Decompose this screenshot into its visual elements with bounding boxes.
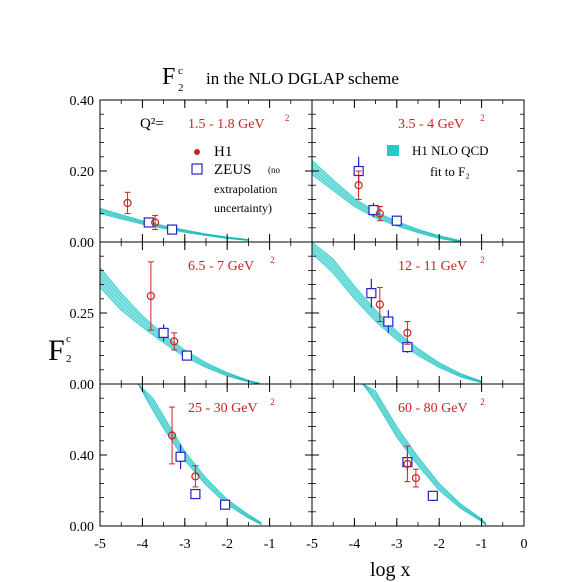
- q2-range-label-sup: 2: [270, 255, 275, 265]
- h1-point: [167, 431, 177, 440]
- qcd-fit-band-line: [312, 250, 482, 383]
- qcd-fit-band-line: [100, 272, 260, 384]
- qcd-fit-band-line: [312, 167, 461, 242]
- legend-fit: H1 NLO QCD fit to F₂: [387, 143, 489, 179]
- title-main: F: [162, 64, 175, 90]
- h1-point: [170, 337, 179, 346]
- x-tick-label: -2: [221, 537, 233, 552]
- legend-zeus-note-1: (no: [268, 165, 280, 175]
- title-sub: 2: [178, 82, 184, 94]
- panels: 0.000.200.401.5 - 1.8 GeV 2 3.5 - 4 GeV 20.…: [70, 94, 528, 552]
- y-tick-label: 0.00: [70, 520, 95, 535]
- x-tick-label: -4: [137, 537, 149, 552]
- y-axis-label: F c 2: [48, 333, 72, 367]
- title-sup: c: [178, 65, 183, 77]
- q2-range-label: 3.5 - 4 GeV: [398, 117, 464, 132]
- zeus-point: [143, 217, 154, 228]
- zeus-point: [366, 288, 377, 299]
- qcd-fit-band-line: [362, 384, 486, 525]
- y-tick-label: 0.00: [70, 378, 95, 393]
- q2-range-label: 60 - 80 GeV: [398, 401, 468, 416]
- q2-range-label: 25 - 30 GeV: [188, 401, 258, 416]
- qcd-fit-band: [100, 266, 260, 384]
- legend-fit-line2: fit to F₂: [430, 164, 470, 179]
- zeus-point: [158, 327, 169, 338]
- legend-zeus-note-3: uncertainty): [214, 201, 272, 215]
- legend-h1-marker: [194, 149, 200, 155]
- panel-p5: 0.00 0.40 -5 -4 -3 -2 -1 25 - 30 GeV 2: [70, 383, 313, 552]
- panel-p3: 0.00 0.25 6.5 - 7 GeV 2: [70, 241, 313, 393]
- legend-fit-swatch: [387, 145, 399, 156]
- ylabel-sup: c: [66, 333, 71, 345]
- x-tick-label: -5: [94, 537, 106, 552]
- panel-p4: 12 - 11 GeV 2: [311, 241, 525, 385]
- q2-range-label-sup: 2: [480, 255, 485, 265]
- legend: Q²= H1 ZEUS (no extrapolation uncertaint…: [140, 116, 489, 215]
- h1-point: [375, 209, 384, 218]
- h1-point: [354, 181, 363, 190]
- x-axis-label: log x: [370, 559, 411, 581]
- q2-range-label: 12 - 11 GeV: [398, 259, 467, 274]
- zeus-point: [383, 316, 394, 327]
- q2-range-label: 1.5 - 1.8 GeV: [188, 117, 265, 132]
- h1-point: [123, 198, 132, 208]
- q2-range-label: 6.5 - 7 GeV: [188, 259, 254, 274]
- x-tick-label: -1: [264, 537, 276, 552]
- x-tick-label: -4: [349, 537, 361, 552]
- q2-range-label-sup: 2: [480, 397, 485, 407]
- h1-point: [191, 472, 200, 481]
- y-tick-label: 0.40: [70, 94, 95, 109]
- qcd-fit-band-line: [100, 277, 260, 384]
- chart-title: F c 2 in the NLO DGLAP scheme: [162, 64, 399, 94]
- q2-range-label-sup: 2: [480, 113, 485, 123]
- y-tick-label: 0.00: [70, 236, 95, 251]
- title-rest: in the NLO DGLAP scheme: [206, 69, 399, 88]
- y-tick-label: 0.25: [70, 307, 95, 322]
- legend-fit-line1: H1 NLO QCD: [412, 143, 489, 158]
- legend-h1-text: H1: [214, 144, 232, 160]
- qcd-fit-band-line: [362, 384, 486, 524]
- q2-range-label-sup: 2: [270, 397, 275, 407]
- zeus-point: [175, 451, 186, 462]
- x-tick-label: -2: [433, 537, 445, 552]
- x-tick-label: -5: [306, 537, 318, 552]
- legend-zeus-note-2: extrapolation: [214, 182, 277, 196]
- zeus-point: [166, 224, 178, 235]
- zeus-point: [427, 490, 438, 501]
- qcd-fit-band-line: [312, 163, 461, 242]
- y-tick-label: 0.20: [70, 165, 95, 180]
- legend-q2-label: Q²=: [140, 116, 164, 132]
- h1-point: [403, 459, 412, 468]
- x-tick-label: -3: [391, 537, 403, 552]
- y-tick-label: 0.40: [70, 449, 95, 464]
- qcd-fit-band-line: [362, 384, 486, 525]
- zeus-point: [391, 215, 402, 226]
- zeus-point: [181, 350, 193, 361]
- q2-range-label-sup: 2: [285, 113, 290, 123]
- legend-zeus-text: ZEUS: [214, 162, 252, 178]
- x-tick-label: -1: [476, 537, 488, 552]
- legend-zeus: ZEUS (no extrapolation uncertainty): [191, 162, 280, 215]
- h1-point: [146, 291, 155, 301]
- h1-point: [375, 300, 384, 309]
- h1-point: [411, 473, 420, 483]
- x-tick-label: 0: [521, 537, 528, 552]
- zeus-point: [219, 499, 231, 510]
- x-tick-label: -3: [179, 537, 191, 552]
- legend-h1: H1: [194, 144, 232, 160]
- ylabel-main: F: [48, 334, 65, 367]
- qcd-fit-band-line: [312, 170, 461, 242]
- h1-point: [403, 328, 412, 337]
- ylabel-sub: 2: [66, 353, 72, 365]
- panel-p2: 3.5 - 4 GeV 2: [311, 99, 525, 243]
- zeus-point: [190, 488, 201, 500]
- h1-point: [151, 218, 160, 227]
- qcd-fit-band-line: [312, 247, 482, 383]
- legend-zeus-marker: [191, 163, 203, 175]
- qcd-fit-band-line: [312, 244, 482, 382]
- panel-p6: -5 -4 -3 -2 -1 0 60 - 80 GeV 2: [306, 383, 528, 552]
